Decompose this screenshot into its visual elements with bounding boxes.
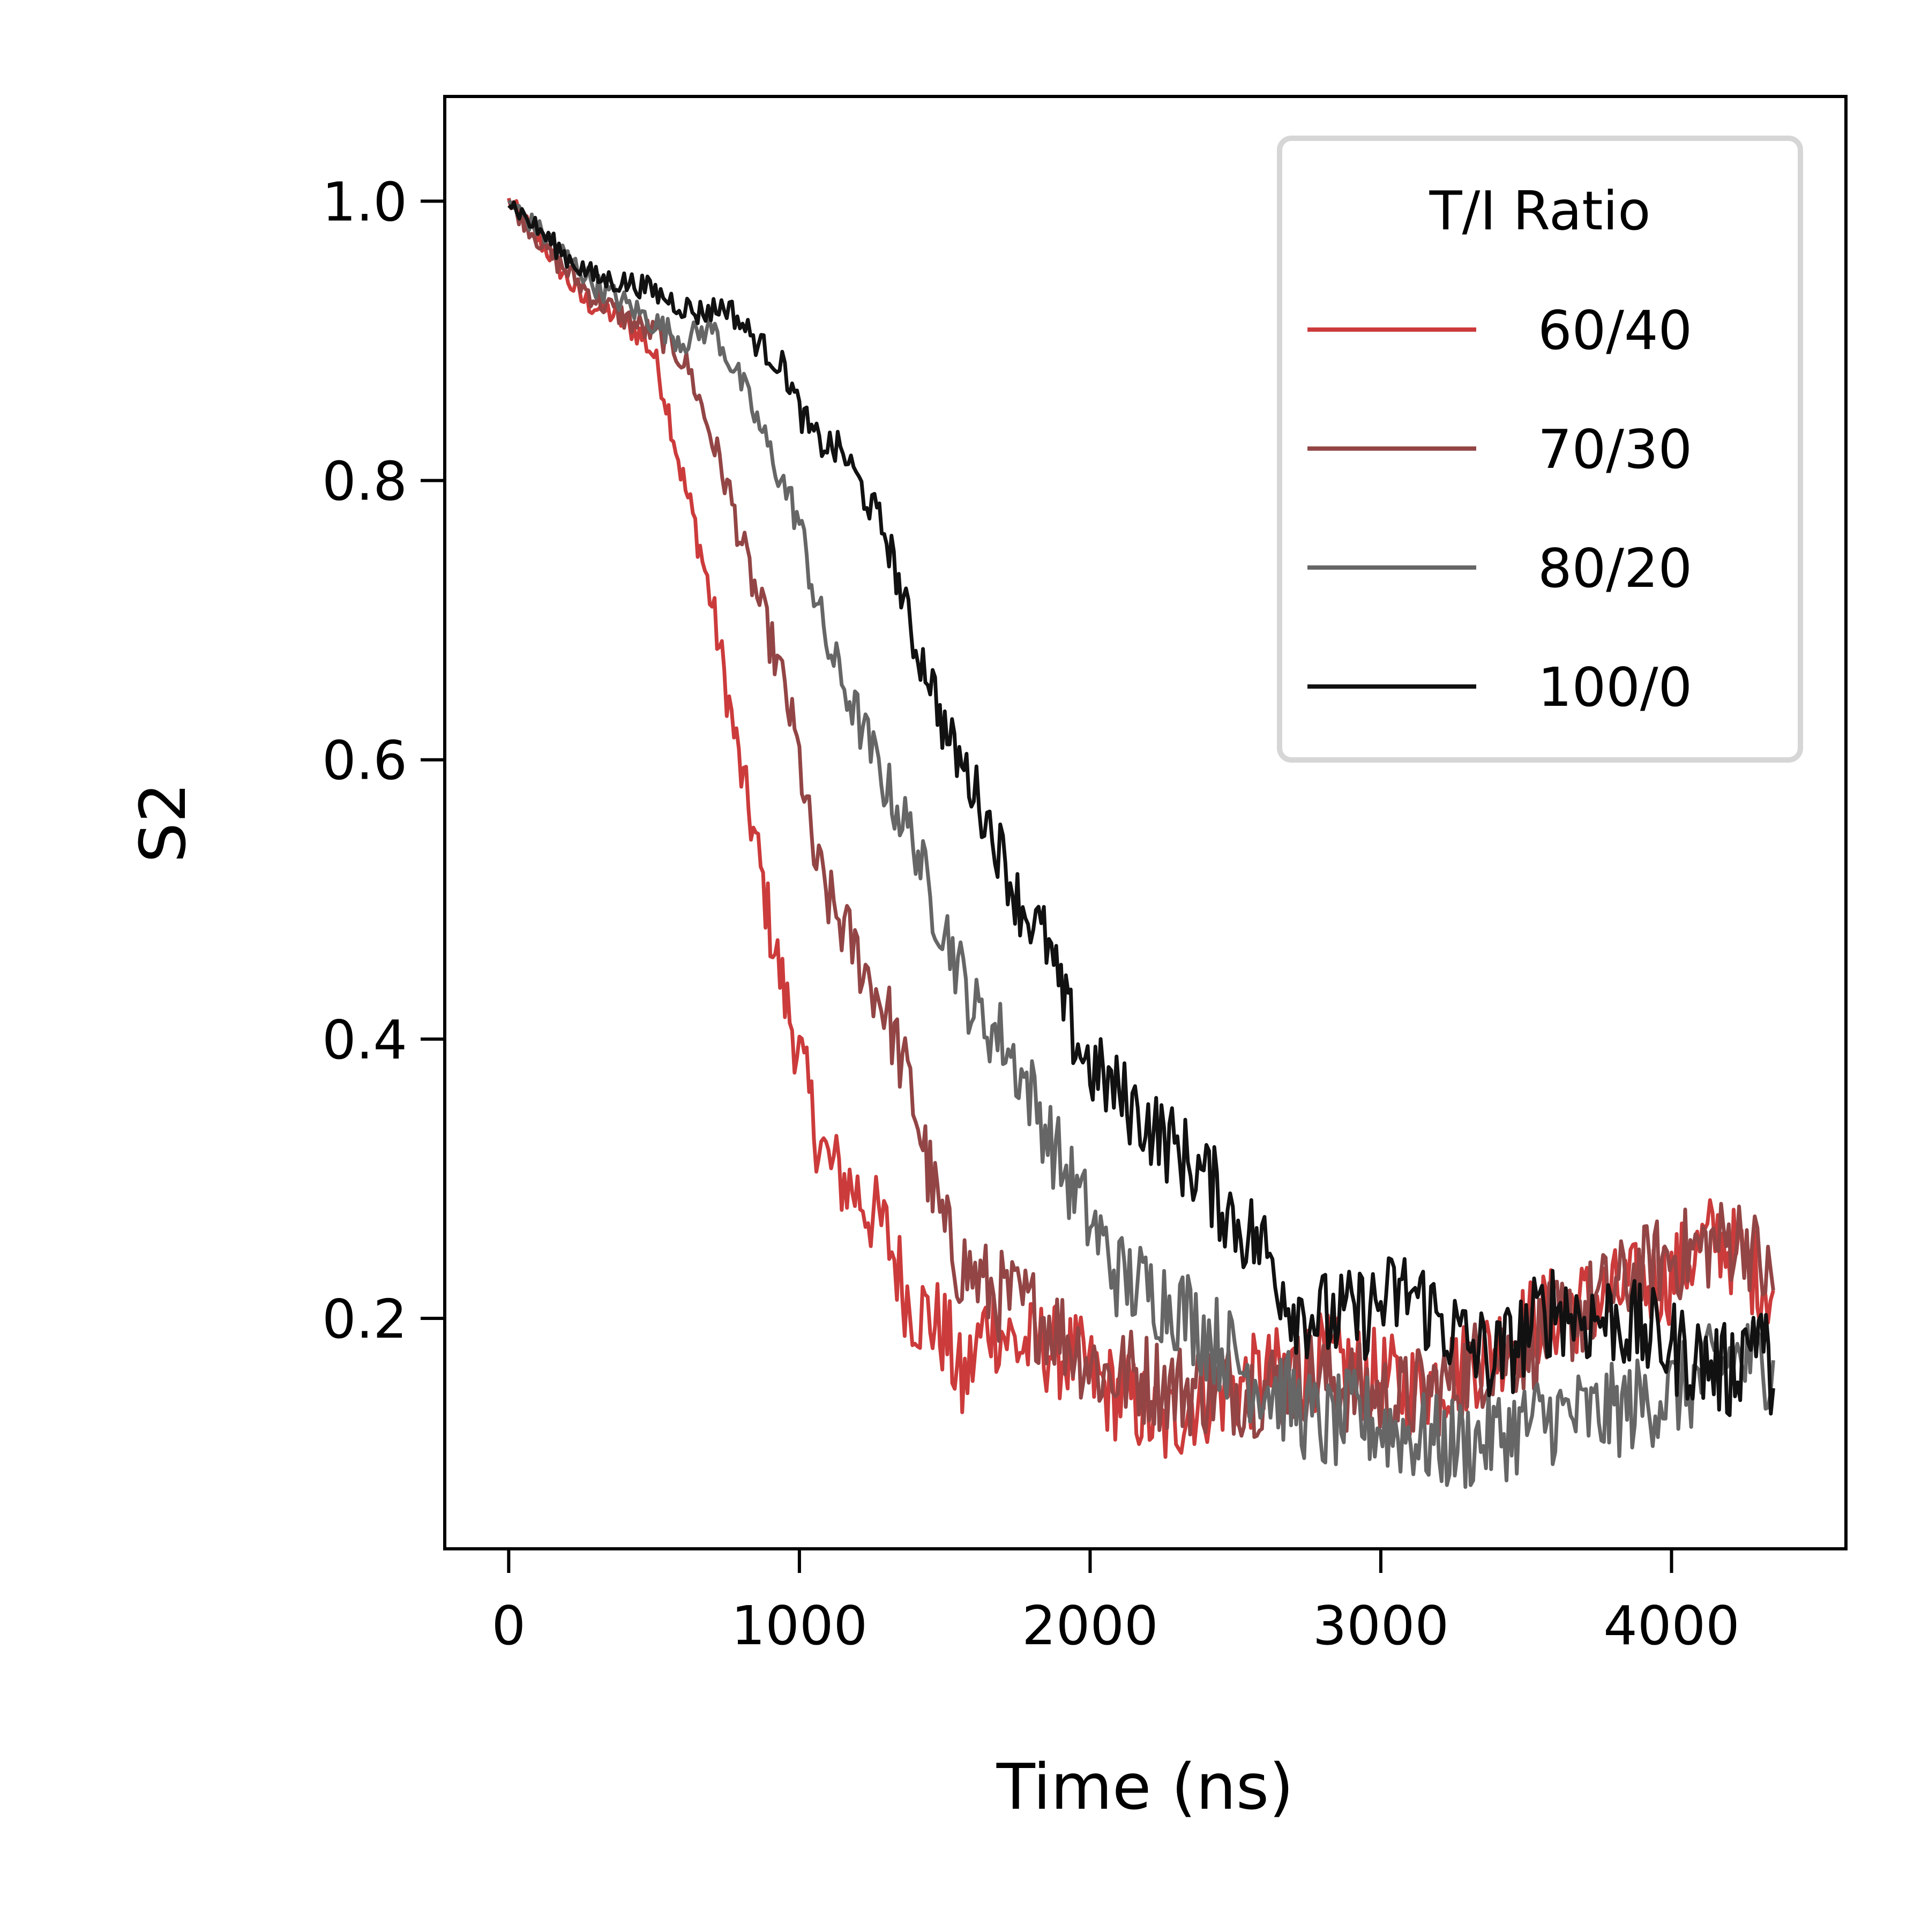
y-tick-label: 0.2: [322, 1288, 407, 1351]
y-tick-label: 0.6: [322, 729, 407, 792]
series-line-80-20: [507, 199, 1775, 1489]
legend-label-60-40: 60/40: [1538, 299, 1692, 362]
x-tick-label: 2000: [1022, 1594, 1158, 1657]
y-tick-label: 0.8: [322, 450, 407, 513]
y-axis-label: S2: [126, 782, 200, 863]
y-tick-label: 0.4: [322, 1009, 407, 1071]
legend-title: T/I Ratio: [1429, 180, 1651, 242]
legend: T/I Ratio 60/40 70/30 80/20 100/0: [1277, 136, 1803, 763]
x-tick-label: 3000: [1313, 1594, 1449, 1657]
x-tick-label: 4000: [1603, 1594, 1740, 1657]
legend-box: [1277, 136, 1803, 763]
series-layer: [507, 197, 1775, 1489]
y-axis: 0.2 0.4 0.6 0.8 1.0: [322, 170, 445, 1351]
legend-label-70-30: 70/30: [1538, 418, 1692, 481]
x-axis: 0 1000 2000 3000 4000: [492, 1549, 1740, 1657]
legend-label-100-0: 100/0: [1538, 656, 1692, 719]
x-tick-label: 0: [492, 1594, 526, 1657]
y-tick-label: 1.0: [322, 170, 407, 233]
x-axis-label: Time (ns): [996, 1750, 1294, 1824]
series-line-70-30: [507, 200, 1775, 1448]
series-line-100-0: [507, 200, 1775, 1418]
plot-frame: [443, 95, 1848, 1550]
legend-entries: 60/40 70/30 80/20 100/0: [1307, 299, 1692, 719]
legend-label-80-20: 80/20: [1538, 537, 1692, 600]
x-tick-label: 1000: [731, 1594, 868, 1657]
